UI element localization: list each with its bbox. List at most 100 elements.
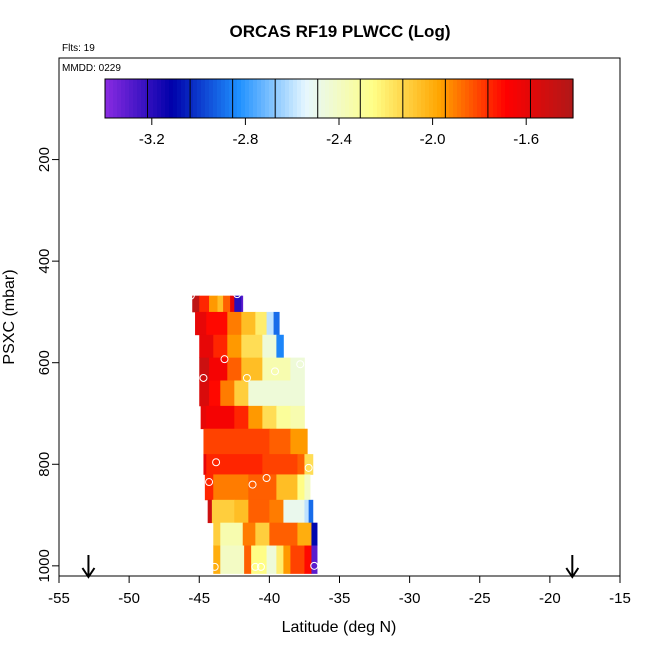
- colorbar-cell: [169, 79, 174, 118]
- sample-point: [248, 480, 257, 489]
- colorbar-cell: [181, 79, 186, 118]
- colorbar-cell: [397, 79, 402, 118]
- colorbar-cell: [221, 79, 226, 118]
- colorbar-tick-label: -1.6: [513, 131, 539, 148]
- colorbar-cell: [213, 79, 218, 118]
- heatmap-cell: [297, 380, 305, 407]
- heatmap-cell: [276, 405, 291, 430]
- colorbar-cell: [261, 79, 266, 118]
- colorbar-cell: [305, 79, 310, 118]
- heatmap-cell: [290, 405, 305, 430]
- colorbar-cell: [561, 79, 566, 118]
- colorbar-tick-label: -2.4: [326, 131, 352, 148]
- colorbar-cell: [497, 79, 502, 118]
- heatmap-cell: [241, 295, 244, 313]
- colorbar-cell: [317, 79, 322, 118]
- colorbar-cell: [381, 79, 386, 118]
- colorbar-cell: [361, 79, 366, 118]
- colorbar-cell: [189, 79, 194, 118]
- colorbar-cell: [257, 79, 262, 118]
- heatmap-cell: [251, 545, 267, 574]
- latitude-arrows: [81, 555, 580, 579]
- colorbar-cell: [301, 79, 306, 118]
- heatmap-cell: [304, 474, 311, 501]
- colorbar-cell: [517, 79, 522, 118]
- heatmap-cell: [206, 454, 263, 475]
- heatmap-cell: [290, 545, 305, 574]
- colorbar-tick-label: -2.0: [420, 131, 446, 148]
- x-tick-label: -30: [399, 590, 421, 607]
- heatmap-cell: [213, 474, 249, 501]
- heatmap-cell: [217, 295, 224, 313]
- colorbar-cell: [265, 79, 270, 118]
- colorbar-cell: [241, 79, 246, 118]
- colorbar-cell: [329, 79, 334, 118]
- colorbar-cell: [537, 79, 542, 118]
- heatmap-cell: [262, 334, 277, 359]
- heatmap-cell: [227, 334, 242, 359]
- colorbar-cell: [389, 79, 394, 118]
- heatmap-cell: [276, 474, 298, 501]
- colorbar-cell: [469, 79, 474, 118]
- colorbar-cell: [237, 79, 242, 118]
- colorbar-cell: [449, 79, 454, 118]
- colorbar-cell: [429, 79, 434, 118]
- colorbar-cell: [453, 79, 458, 118]
- colorbar-cell: [325, 79, 330, 118]
- heatmap-cell: [220, 545, 245, 574]
- date-label: MMDD: 0229: [62, 63, 121, 74]
- heatmap-cell: [213, 545, 221, 574]
- colorbar-cell: [205, 79, 210, 118]
- colorbar-cell: [385, 79, 390, 118]
- colorbar-cell: [569, 79, 574, 118]
- colorbar-cell: [349, 79, 354, 118]
- colorbar-cell: [137, 79, 142, 118]
- colorbar-cell: [513, 79, 518, 118]
- sample-point: [220, 355, 229, 364]
- colorbar-cell: [473, 79, 478, 118]
- colorbar-cell: [105, 79, 110, 118]
- heatmap-cell: [308, 499, 314, 524]
- colorbar-cell: [121, 79, 126, 118]
- heatmap-cell: [234, 499, 249, 524]
- heatmap-cell: [203, 428, 270, 455]
- heatmap-cell: [220, 522, 244, 546]
- colorbar-cell: [125, 79, 130, 118]
- colorbar-cell: [109, 79, 114, 118]
- colorbar-cell: [309, 79, 314, 118]
- colorbar-cell: [393, 79, 398, 118]
- y-tick-label: 800: [36, 452, 53, 477]
- colorbar-cell: [533, 79, 538, 118]
- sample-point: [186, 291, 195, 300]
- heatmap-cell: [234, 405, 249, 430]
- heatmap-cell: [311, 522, 318, 546]
- y-tick-label: 400: [36, 249, 53, 274]
- x-tick-label: -25: [469, 590, 491, 607]
- colorbar-cell: [117, 79, 122, 118]
- colorbar-cell: [245, 79, 250, 118]
- heatmap-cell: [283, 499, 305, 524]
- heatmap-cell: [242, 522, 256, 546]
- colorbar: -3.2 -2.8 -2.4 -2.0 -1.6: [104, 78, 574, 148]
- x-tick-label: -15: [609, 590, 631, 607]
- colorbar-cell: [405, 79, 410, 118]
- colorbar-cell: [269, 79, 274, 118]
- heatmap-cell: [234, 295, 242, 313]
- heatmap-cell: [266, 545, 277, 574]
- heatmap-cell: [227, 357, 242, 381]
- heatmap-cell: [262, 454, 298, 475]
- colorbar-cell: [141, 79, 146, 118]
- colorbar-cell: [157, 79, 162, 118]
- y-axis-label: PSXC (mbar): [1, 269, 18, 364]
- colorbar-cell: [457, 79, 462, 118]
- heatmap-cell: [220, 380, 235, 407]
- heatmap-cell: [199, 357, 210, 381]
- colorbar-cell: [417, 79, 422, 118]
- heatmap-cell: [199, 380, 210, 407]
- x-axis-label: Latitude (deg N): [282, 619, 397, 636]
- colorbar-cell: [489, 79, 494, 118]
- colorbar-cell: [321, 79, 326, 118]
- arrow-head: [565, 567, 580, 579]
- colorbar-cell: [209, 79, 214, 118]
- heatmap-cell: [234, 380, 249, 407]
